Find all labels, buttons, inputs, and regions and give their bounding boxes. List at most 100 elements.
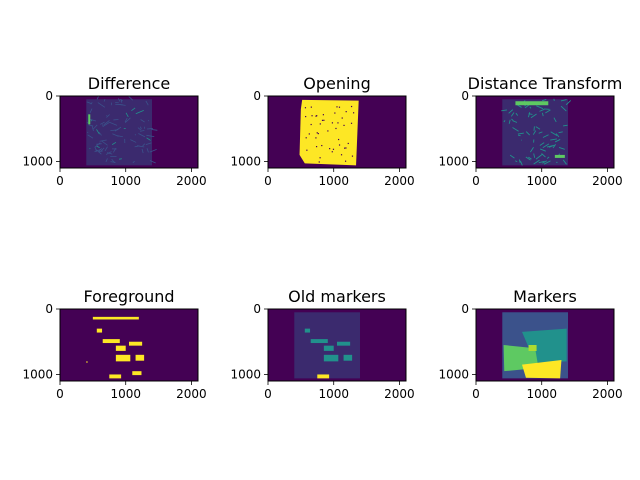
ridge-stroke [543,160,551,165]
edge-stroke [94,142,101,148]
image-area [476,309,614,381]
edge-stroke [124,117,131,123]
edge-stroke [116,135,123,138]
mask-hole [331,151,333,153]
marker-blob [323,354,339,362]
ridge-stroke [539,108,545,112]
image-area [268,96,406,168]
edge-stroke [96,129,100,135]
x-tick-label: 0 [264,174,272,188]
mask-hole [322,114,324,116]
edge-stroke [114,126,122,132]
edge-stroke [106,151,112,155]
edge-stroke [141,148,144,154]
edge-stroke [131,107,136,111]
mask-hole [344,147,346,149]
x-tick-label: 0 [56,387,64,401]
foreground-blob [96,328,103,333]
ridge-stroke [552,144,557,149]
x-tick-label: 1000 [318,387,349,401]
axes-frame [59,95,199,169]
mask-hole [305,137,307,139]
panel-title: Difference [88,74,170,93]
edge-stroke [105,158,108,163]
mask-hole [331,122,334,124]
mask-hole [341,117,343,119]
x-tick-label: 1000 [110,174,141,188]
marker-blob [310,339,328,344]
edge-stroke [106,114,110,118]
y-tick-label: 1000 [230,154,261,168]
ridge-stroke [560,99,567,102]
edge-stroke [149,160,156,164]
difference-region [86,99,152,166]
edge-stroke [110,129,119,132]
panel-title: Markers [513,287,577,306]
mask-hole [317,132,319,135]
edge-stroke [151,129,158,131]
ridge-stroke [512,127,519,132]
edge-stroke [140,130,145,132]
edge-stroke [100,121,105,125]
edge-stroke [103,120,110,126]
x-tick-label: 1000 [526,387,557,401]
edge-stroke [89,147,91,150]
marker-blob [337,341,351,346]
ridge-stroke [546,145,553,148]
ridge-stroke [530,113,537,119]
ridge-stroke [558,147,565,150]
edge-stroke [145,100,149,106]
mask-hole [316,132,318,134]
mask-hole [318,161,320,163]
panel-title: Opening [303,74,370,93]
y-tick-label: 0 [253,89,261,103]
ridge-stroke [550,131,558,136]
edge-stroke [98,150,103,153]
edge-stroke [142,143,146,147]
image-area [60,96,198,168]
x-tick-label: 1000 [526,174,557,188]
foreground-blob [132,371,142,376]
axes-frame [59,308,199,382]
edge-stroke [117,98,121,102]
edge-stroke [130,139,137,143]
edge-stroke [104,146,108,152]
ridge-stroke [529,146,534,153]
axes-frame [475,308,615,382]
mask-hole [345,111,347,113]
edge-stroke [94,147,97,152]
panel-title: Old markers [288,287,386,306]
edge-stroke [87,134,94,139]
ridge-stroke [553,117,557,123]
foreground-blob [135,354,145,361]
x-tick-label: 2000 [384,387,415,401]
edge-stroke [146,134,155,138]
ridge-stroke [541,99,547,102]
edge-stroke [137,145,145,148]
ridge-stroke [560,105,567,112]
ridge-stroke [517,132,524,135]
edge-stroke [132,160,135,164]
ridge-stroke [538,160,545,164]
mask-hole [337,138,340,141]
y-tick-label: 0 [45,89,53,103]
mask-hole [305,115,307,118]
y-tick-label: 1000 [438,154,469,168]
edge-stroke [97,102,106,108]
edge-stroke [107,152,113,155]
mask-hole [321,119,324,121]
panel-title: Foreground [83,287,174,306]
ridge-stroke [501,109,507,112]
ridge-stroke [542,134,549,138]
bright-band [554,154,565,158]
x-tick-label: 1000 [110,387,141,401]
opening-mask [299,99,359,166]
ridge-stroke [519,160,523,166]
x-tick-label: 2000 [176,174,207,188]
ridge-stroke [565,100,572,106]
ridge-stroke [562,159,567,165]
mask-hole [336,106,338,108]
